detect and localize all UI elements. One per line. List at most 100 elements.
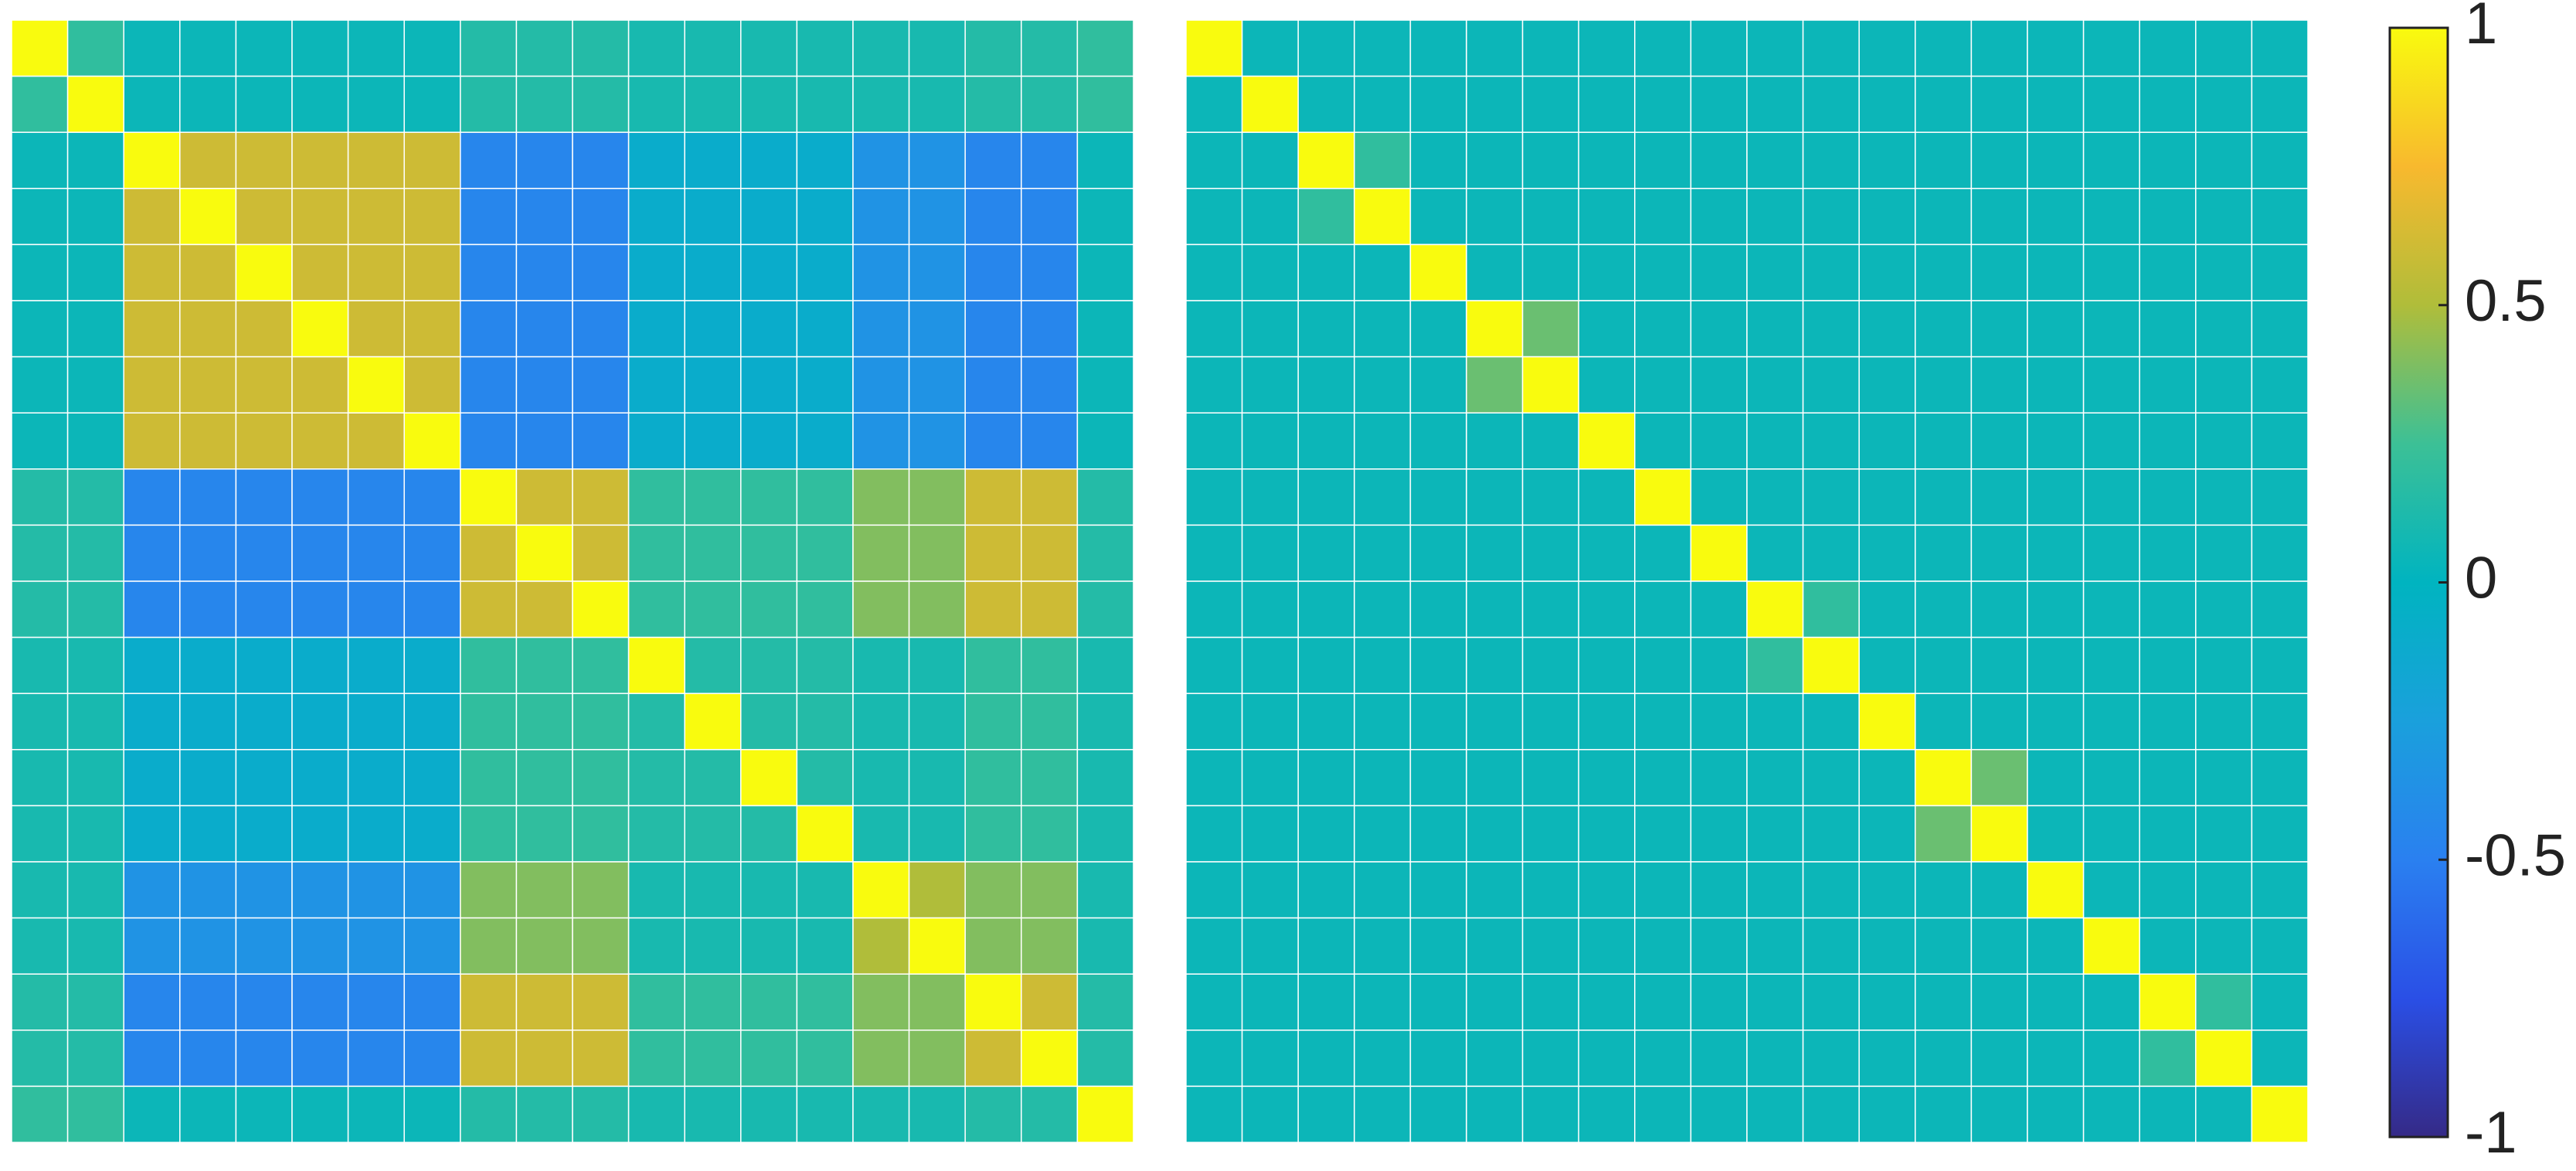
heatmap-cell <box>1578 75 1636 133</box>
heatmap-cell <box>796 693 854 751</box>
heatmap-cell <box>2027 693 2085 751</box>
heatmap-cell <box>684 580 742 638</box>
heatmap-cell <box>66 580 124 638</box>
heatmap-cell <box>1466 1085 1524 1143</box>
heatmap-cell <box>2082 861 2140 919</box>
heatmap-cell <box>1746 1085 1804 1143</box>
heatmap-cell <box>1409 188 1467 246</box>
heatmap-cell <box>123 131 181 189</box>
heatmap-cell <box>1185 300 1243 358</box>
heatmap-cell <box>796 19 854 77</box>
heatmap-cell <box>908 693 966 751</box>
heatmap-cell <box>740 356 798 414</box>
heatmap-cell <box>1241 19 1299 77</box>
heatmap-cell <box>179 693 237 751</box>
heatmap-cell <box>1634 188 1692 246</box>
heatmap-cell <box>2027 75 2085 133</box>
heatmap-cell <box>179 468 237 526</box>
heatmap-cell <box>1634 412 1692 470</box>
heatmap-cell <box>1185 19 1243 77</box>
heatmap-cell <box>347 636 405 694</box>
heatmap-cell <box>1970 693 2028 751</box>
heatmap-cell <box>235 636 293 694</box>
heatmap-cell <box>123 188 181 246</box>
heatmap-cell <box>908 749 966 807</box>
heatmap-cell <box>684 19 742 77</box>
heatmap-cell <box>908 973 966 1031</box>
heatmap-cell <box>572 412 630 470</box>
heatmap-cell <box>123 356 181 414</box>
heatmap-cell <box>515 636 573 694</box>
heatmap-cell <box>572 243 630 301</box>
heatmap-cell <box>2082 1085 2140 1143</box>
heatmap-cell <box>1915 243 1973 301</box>
heatmap-cell <box>179 412 237 470</box>
heatmap-cell <box>2139 300 2197 358</box>
heatmap-cell <box>2082 973 2140 1031</box>
heatmap-cell <box>2251 524 2309 582</box>
heatmap-cell <box>291 19 349 77</box>
heatmap-cell <box>123 243 181 301</box>
heatmap-cell <box>740 524 798 582</box>
heatmap-cell <box>66 412 124 470</box>
heatmap-cell <box>179 636 237 694</box>
heatmap-cell <box>1915 580 1973 638</box>
heatmap-cell <box>1634 636 1692 694</box>
heatmap-cell <box>66 973 124 1031</box>
heatmap-cell <box>1521 356 1579 414</box>
heatmap-cell <box>1915 300 1973 358</box>
heatmap-cell <box>2082 243 2140 301</box>
heatmap-cell <box>740 693 798 751</box>
heatmap-cell <box>66 749 124 807</box>
heatmap-cell <box>1802 412 1860 470</box>
heatmap-cell <box>908 19 966 77</box>
heatmap-cell <box>964 973 1022 1031</box>
heatmap-cell <box>123 580 181 638</box>
heatmap-cell <box>1021 188 1079 246</box>
heatmap-cell <box>1297 749 1355 807</box>
heatmap-cell <box>1297 917 1355 975</box>
heatmap-cell <box>1578 1030 1636 1088</box>
heatmap-cell <box>123 75 181 133</box>
heatmap-cell <box>852 861 910 919</box>
heatmap-cell <box>1802 580 1860 638</box>
heatmap-cell <box>235 749 293 807</box>
heatmap-cell <box>1915 861 1973 919</box>
heatmap-cell <box>1076 188 1134 246</box>
heatmap-cell <box>1076 300 1134 358</box>
heatmap-cell <box>1802 188 1860 246</box>
heatmap-cell <box>1970 749 2028 807</box>
heatmap-cell <box>1297 19 1355 77</box>
heatmap-cell <box>1297 188 1355 246</box>
heatmap-cell <box>235 19 293 77</box>
heatmap-cell <box>1297 131 1355 189</box>
heatmap-cell <box>66 19 124 77</box>
heatmap-cell <box>1241 412 1299 470</box>
heatmap-cell <box>11 636 69 694</box>
heatmap-cell <box>852 693 910 751</box>
heatmap-cell <box>66 1085 124 1143</box>
heatmap-cell <box>403 693 461 751</box>
heatmap-cell <box>1021 412 1079 470</box>
heatmap-cell <box>347 356 405 414</box>
heatmap-cell <box>964 861 1022 919</box>
heatmap-cell <box>1076 524 1134 582</box>
heatmap-cell <box>515 412 573 470</box>
heatmap-cell <box>347 300 405 358</box>
heatmap-cell <box>235 805 293 863</box>
heatmap-cell <box>1746 636 1804 694</box>
heatmap-cell <box>908 917 966 975</box>
heatmap-cell <box>1466 805 1524 863</box>
heatmap-cell <box>572 749 630 807</box>
heatmap-cell <box>572 300 630 358</box>
heatmap-cell <box>740 636 798 694</box>
heatmap-cell <box>403 917 461 975</box>
heatmap-cell <box>291 1085 349 1143</box>
heatmap-cell <box>572 636 630 694</box>
heatmap-cell <box>460 580 518 638</box>
heatmap-cell <box>1746 188 1804 246</box>
heatmap-cell <box>2139 636 2197 694</box>
heatmap-cell <box>1466 356 1524 414</box>
heatmap-cell <box>11 805 69 863</box>
heatmap-cell <box>1076 356 1134 414</box>
